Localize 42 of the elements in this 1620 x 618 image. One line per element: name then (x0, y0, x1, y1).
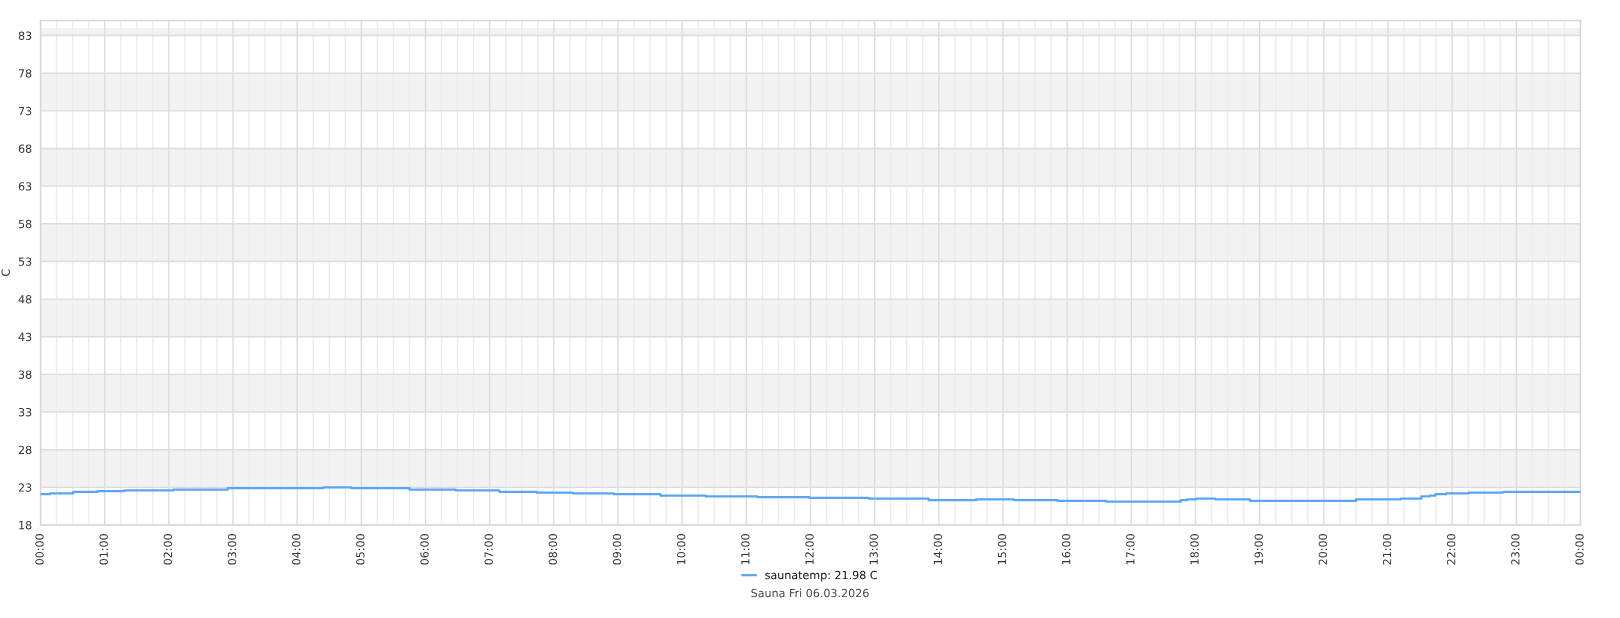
y-tick-label: 18 (19, 520, 32, 530)
y-tick-label: 33 (18, 408, 32, 417)
y-tick-label: 53 (18, 257, 32, 266)
text: Sauna Fri 06.03.2026 (751, 588, 869, 598)
x-tick-label: 22:00 (1446, 534, 1456, 565)
x-tick-label: 13:00 (869, 534, 878, 565)
y-tick-label: 23 (18, 483, 32, 492)
x-tick-label: 07:00 (484, 534, 493, 565)
y-tick-label: 48 (18, 295, 32, 304)
y-tick-label: 83 (18, 31, 32, 40)
x-tick-label: 16:00 (1061, 534, 1071, 565)
y-tick-label: 58 (18, 219, 32, 229)
x-tick-label: 20:00 (1318, 534, 1328, 565)
x-tick-label: 10:00 (676, 534, 686, 565)
x-tick-label: 09:00 (612, 534, 622, 565)
y-tick-label: 43 (18, 332, 32, 342)
x-tick-label: 00:00 (35, 534, 44, 565)
x-tick-label: 12:00 (805, 534, 814, 565)
y-tick-label: 28 (18, 445, 32, 455)
y-tick-label: 73 (18, 106, 32, 116)
x-tick-label: 23:00 (1511, 534, 1520, 565)
y-axis-title: C (1, 269, 10, 277)
x-tick-label: 08:00 (548, 534, 558, 565)
x-tick-label: 03:00 (227, 534, 237, 565)
x-tick-label: 02:00 (163, 534, 173, 565)
x-tick-label: 19:00 (1254, 534, 1263, 565)
x-tick-label: 18:00 (1190, 534, 1199, 565)
x-tick-label: 17:00 (1126, 534, 1135, 565)
x-tick-label: 05:00 (356, 534, 365, 565)
x-tick-label: 00:00 (1575, 534, 1584, 565)
x-tick-label: 15:00 (997, 534, 1007, 565)
x-tick-label: 01:00 (99, 534, 108, 565)
x-tick-label: 06:00 (420, 534, 429, 565)
y-tick-label: 68 (18, 144, 32, 153)
y-tick-label: 63 (18, 182, 32, 191)
y-tick-label: 38 (18, 370, 32, 379)
x-tick-label: 11:00 (741, 534, 750, 565)
x-tick-label: 21:00 (1382, 534, 1392, 565)
x-tick-label: 04:00 (291, 534, 301, 565)
legend-label: saunatemp: 21.98 C (765, 570, 877, 582)
y-tick-label: 78 (18, 69, 32, 78)
x-tick-label: 14:00 (933, 534, 943, 565)
